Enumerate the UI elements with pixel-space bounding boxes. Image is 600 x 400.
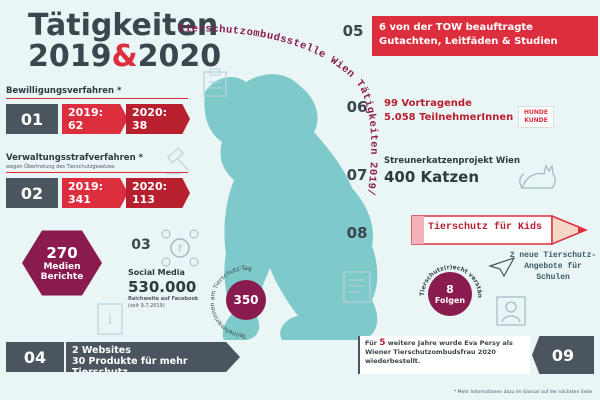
vortragende-line1: 99 Vortragende xyxy=(384,98,472,109)
bewilligung-2020: 2020: 38 xyxy=(126,104,190,134)
verwaltung-2019-label: 2019: xyxy=(68,180,104,193)
websites-bar: 2 Websites 30 Produkte für mehr Tierschu… xyxy=(66,342,240,372)
bewilligung-2019: 2019: 62 xyxy=(62,104,128,134)
pencil-icon xyxy=(411,214,588,246)
number-09: 09 xyxy=(532,336,594,374)
teilnehmer-arc: Teilnehmerinnen am Tierschutz-Tag xyxy=(209,265,252,339)
teilnehmer-arc-text: Teilnehmerinnen am Tierschutz-Tag xyxy=(209,265,252,339)
websites-line2: 30 Produkte für mehr Tierschutz xyxy=(72,356,188,378)
divider-02 xyxy=(6,172,188,173)
person-card-icon xyxy=(496,296,526,326)
svg-text:f: f xyxy=(178,244,182,255)
bewilligung-2020-value: 38 xyxy=(132,119,148,132)
social-label: Social Media xyxy=(128,268,185,277)
title-year-2019: 2019 xyxy=(28,39,112,74)
medien-label2: Berichte xyxy=(40,272,84,282)
clipboard-icon xyxy=(203,68,227,97)
hundekunde-logo-line2: KUNDE xyxy=(524,117,548,124)
cat-icon xyxy=(519,164,556,189)
verwaltung-2020-label: 2020: xyxy=(132,180,168,193)
svg-text:i: i xyxy=(108,312,113,328)
title-line1: Tätigkeiten xyxy=(28,8,219,43)
page-title: Tätigkeiten 2019&2020 xyxy=(28,10,221,72)
verwaltung-label: Verwaltungsstrafverfahren * xyxy=(6,153,144,163)
medien-label1: Medien xyxy=(43,262,81,272)
verwaltung-2020-value: 113 xyxy=(132,193,155,206)
bewilligung-2020-label: 2020: xyxy=(132,106,168,119)
title-line2: 2019&2020 xyxy=(28,41,221,72)
medien-value: 270 xyxy=(46,244,78,262)
websites-line1: 2 Websites xyxy=(72,345,131,356)
title-year-2020: 2020 xyxy=(137,39,222,74)
verwaltung-2019: 2019: 341 xyxy=(62,178,128,208)
hundekunde-logo-line1: HUNDE xyxy=(524,109,548,116)
verwaltung-2019-value: 341 xyxy=(68,193,91,206)
info-icon: i xyxy=(97,303,123,335)
medien-badge: 270 Medien Berichte xyxy=(22,230,102,296)
bewilligung-label: Bewilligungsverfahren * xyxy=(6,86,122,96)
social-sublabel: Reichweite auf Facebook xyxy=(128,296,199,302)
number-05: 05 xyxy=(342,22,364,40)
gutachten-bar: 6 von der TOW beauftragte Gutachten, Lei… xyxy=(372,16,598,56)
number-02: 02 xyxy=(6,178,58,208)
kids-note: 2 neue Tierschutz-Angebote für Schulen xyxy=(509,251,597,282)
bewilligung-2019-value: 62 xyxy=(68,119,84,132)
teilnehmer-circle: 350 xyxy=(226,280,266,320)
paper-plane-icon xyxy=(488,256,516,278)
folgen-label: Folgen xyxy=(434,295,466,305)
number-06: 06 xyxy=(346,98,368,116)
vortragende-line2: 5.058 TeilnehmerInnen xyxy=(384,112,514,123)
teilnehmer-value: 350 xyxy=(233,293,259,307)
number-04: 04 xyxy=(6,342,64,372)
svg-text:Tierschutz(r)echt verständlich: Tierschutz(r)echt verständlich xyxy=(414,256,483,298)
divider-01 xyxy=(6,98,188,99)
arc-heading: Tierschutzombudsstelle Wien Tätigkeiten … xyxy=(160,18,379,197)
number-08: 08 xyxy=(346,224,368,242)
hundekunde-logo: HUNDE KUNDE xyxy=(518,106,554,128)
folgen-arc-text: Tierschutz(r)echt verständlich xyxy=(414,256,483,298)
folgen-circle: 8 Folgen xyxy=(428,272,472,316)
title-ampersand: & xyxy=(111,39,138,74)
ombudsfrau-text: weitere Jahre wurde Eva Persy als Wiener… xyxy=(365,339,513,365)
svg-text:Teilnehmerinnen am Tierschutz-: Teilnehmerinnen am Tierschutz-Tag xyxy=(209,265,252,339)
katzen-line1: Streunerkatzenprojekt Wien xyxy=(384,156,520,166)
document-icon xyxy=(343,271,371,303)
kids-pencil-text: Tierschutz für Kids xyxy=(428,222,543,233)
number-03: 03 xyxy=(131,237,151,253)
verwaltung-sublabel: wegen Übertretung des Tierschutzgesetzes xyxy=(6,164,115,170)
social-date: (seit 9.7.2019) xyxy=(128,303,165,309)
social-network-icon: f xyxy=(161,229,199,267)
katzen-line2: 400 Katzen xyxy=(384,168,480,186)
verwaltung-2020: 2020: 113 xyxy=(126,178,190,208)
ombudsfrau-pre: Für xyxy=(365,339,377,347)
folgen-arc: Tierschutz(r)echt verständlich xyxy=(414,256,483,298)
number-01: 01 xyxy=(6,104,58,134)
footnote: * Mehr Informationen dazu im Glossar auf… xyxy=(454,390,593,395)
folgen-value: 8 xyxy=(446,282,454,296)
number-07: 07 xyxy=(346,166,368,184)
gutachten-text: 6 von der TOW beauftragte Gutachten, Lei… xyxy=(379,22,558,47)
gavel-icon xyxy=(166,147,189,175)
bewilligung-2019-label: 2019: xyxy=(68,106,104,119)
ombudsfrau-num: 5 xyxy=(379,338,386,348)
social-value: 530.000 xyxy=(128,278,197,296)
ombudsfrau-box: Für 5 weitere Jahre wurde Eva Persy als … xyxy=(358,336,530,374)
